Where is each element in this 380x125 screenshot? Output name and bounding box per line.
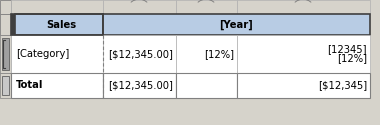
Bar (103, 73, 176, 98)
Bar (176, 73, 237, 98)
Bar (0, 14, 11, 35)
Bar (0, 35, 11, 73)
Bar (176, 0, 237, 14)
Text: Sales: Sales (46, 20, 76, 30)
Text: [12345]: [12345] (328, 44, 367, 54)
Bar (237, 35, 370, 73)
Bar (237, 0, 370, 14)
Bar (11, 14, 103, 35)
Bar (0, 98, 380, 125)
Bar (237, 73, 370, 98)
Bar (370, 0, 380, 125)
Bar (0, 73, 11, 98)
Bar (103, 35, 176, 73)
Bar (11, 0, 103, 14)
Bar (11, 73, 103, 98)
Bar (15, 14, 103, 35)
Text: [$12,345]: [$12,345] (318, 80, 367, 90)
Bar (0, 0, 11, 14)
Text: Total: Total (16, 80, 43, 90)
Bar (103, 14, 370, 35)
Bar (2, 76, 9, 95)
Bar (103, 0, 176, 14)
Bar (176, 35, 237, 73)
Bar (11, 35, 103, 73)
Text: [Year]: [Year] (220, 19, 253, 30)
Text: [Category]: [Category] (16, 49, 69, 59)
Bar (11, 14, 15, 35)
Text: [$12,345.00]: [$12,345.00] (108, 49, 173, 59)
Text: [$12,345.00]: [$12,345.00] (108, 80, 173, 90)
Text: [12%]: [12%] (337, 53, 367, 63)
Text: [12%]: [12%] (204, 49, 234, 59)
Bar (2, 38, 9, 70)
